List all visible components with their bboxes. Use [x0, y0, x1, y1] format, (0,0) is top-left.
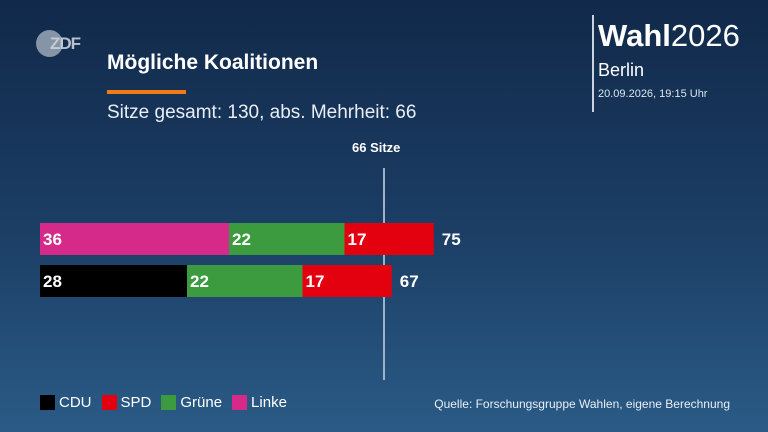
legend-item-cdu: CDU	[40, 394, 92, 411]
zdf-logo-text: ZDF	[50, 34, 81, 53]
bar-segment-grüne-row2	[187, 265, 303, 297]
row-total-label: 75	[442, 230, 461, 249]
segment-value-label: 36	[43, 230, 62, 249]
chart-title: Mögliche Koalitionen	[107, 51, 319, 74]
segment-value-label: 28	[43, 272, 62, 291]
legend-label: Grüne	[180, 394, 223, 411]
row-total-label: 67	[400, 272, 419, 291]
segment-value-label: 17	[348, 230, 367, 249]
legend-label: SPD	[120, 394, 152, 411]
chart-subtitle: Sitze gesamt: 130, abs. Mehrheit: 66	[107, 102, 417, 123]
election-city: Berlin	[598, 60, 645, 80]
zdf-logo: ZDF	[36, 30, 88, 58]
legend-label: CDU	[59, 394, 92, 411]
title-underline	[107, 90, 186, 94]
legend: CDU SPD Grüne Linke	[40, 394, 287, 411]
legend-label: Linke	[251, 394, 287, 411]
bar-segment-spd-row2	[302, 265, 392, 297]
brand-divider	[592, 15, 594, 112]
brand-year: 2026	[670, 18, 740, 53]
zdf-logo-circle	[36, 30, 63, 57]
bar-segment-linke-row1	[40, 223, 229, 255]
segment-value-label: 22	[232, 230, 251, 249]
source-note: Quelle: Forschungsgruppe Wahlen, eigene …	[434, 397, 730, 411]
legend-swatch	[101, 395, 117, 410]
bar-segment-spd-row1	[344, 223, 434, 255]
majority-label: 66 Sitze	[352, 140, 401, 155]
segment-value-label: 17	[306, 272, 325, 291]
bar-segment-cdu-row2	[40, 265, 187, 297]
legend-swatch	[161, 395, 177, 410]
legend-swatch	[232, 395, 248, 410]
legend-swatch	[40, 395, 55, 410]
brand-wahl: Wahl	[598, 18, 671, 53]
legend-item-grüne: Grüne	[161, 394, 222, 411]
legend-item-linke: Linke	[232, 394, 287, 411]
bar-segment-grüne-row1	[229, 223, 345, 255]
timestamp: 20.09.2026, 19:15 Uhr	[598, 88, 708, 100]
election-brand: Wahl2026	[598, 18, 740, 54]
segment-value-label: 22	[190, 272, 209, 291]
legend-item-spd: SPD	[101, 394, 152, 411]
